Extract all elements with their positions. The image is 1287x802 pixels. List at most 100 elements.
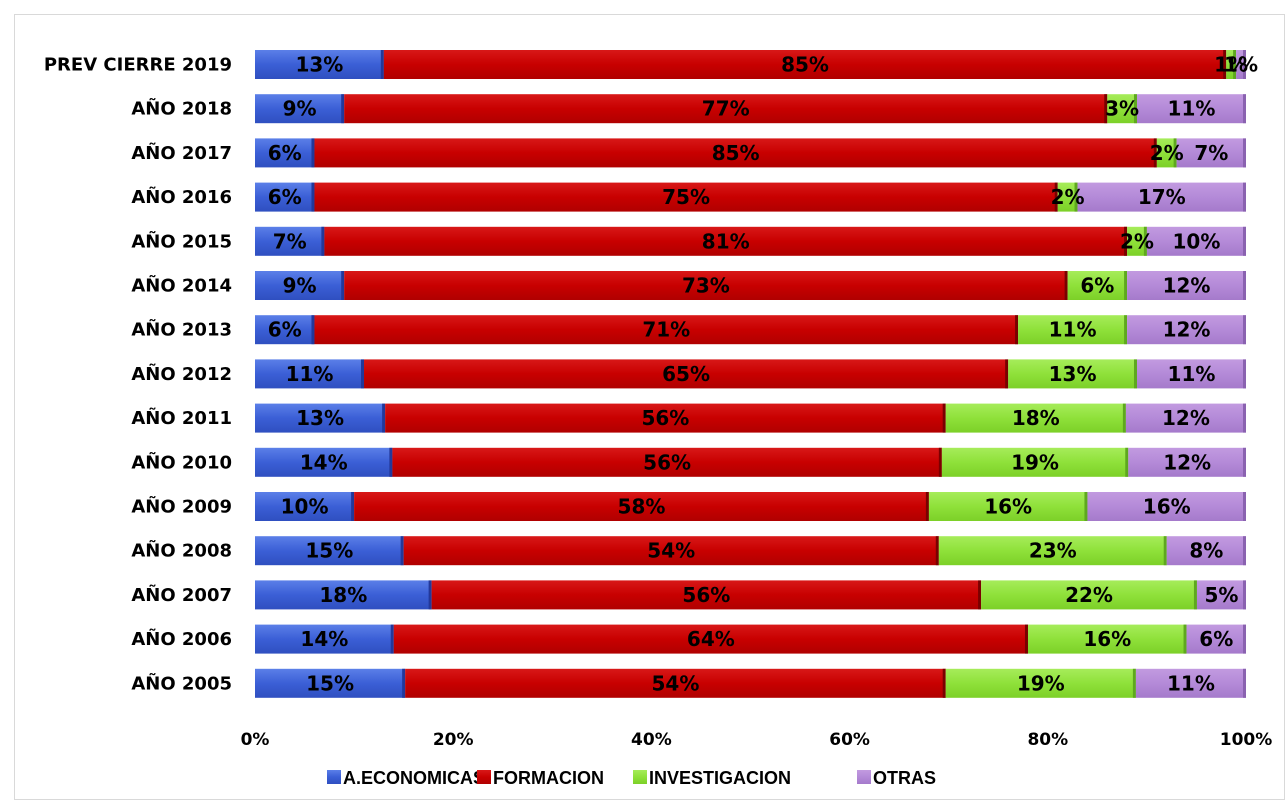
bar-edge-investigacion-año-2017 bbox=[1173, 138, 1177, 168]
data-label-formacion-año-2006: 64% bbox=[687, 627, 735, 651]
data-label-otras-año-2012: 11% bbox=[1168, 362, 1216, 386]
data-label-formacion-año-2007: 56% bbox=[682, 583, 730, 607]
bar-otras-año-2009 bbox=[1087, 492, 1246, 521]
bar-edge-otras-año-2017 bbox=[1243, 138, 1246, 168]
bar-edge-investigacion-prev-cierre-2019 bbox=[1233, 50, 1237, 79]
category-label-año-2010: AÑO 2010 bbox=[131, 450, 232, 473]
bar-edge-a-economicas-prev-cierre-2019 bbox=[380, 50, 384, 79]
bar-edge-formacion-año-2009 bbox=[925, 492, 929, 521]
data-label-a-economicas-año-2015: 7% bbox=[273, 229, 307, 253]
bar-edge-investigacion-año-2011 bbox=[1122, 403, 1126, 433]
bar-investigacion-año-2010 bbox=[941, 447, 1129, 477]
data-label-a-economicas-prev-cierre-2019: 13% bbox=[295, 53, 343, 77]
data-label-investigacion-año-2005: 19% bbox=[1017, 671, 1065, 695]
data-label-investigacion-año-2015: 2% bbox=[1120, 229, 1154, 253]
bar-edge-investigacion-año-2010 bbox=[1125, 447, 1129, 477]
bar-investigacion-año-2016 bbox=[1057, 182, 1078, 212]
bar-edge-formacion-año-2013 bbox=[1015, 315, 1019, 345]
bar-edge-otras-año-2018 bbox=[1243, 94, 1246, 124]
bar-a-economicas-prev-cierre-2019 bbox=[255, 50, 384, 79]
bar-edge-a-economicas-año-2013 bbox=[311, 315, 315, 345]
bar-otras-año-2008 bbox=[1166, 536, 1246, 566]
data-label-otras-año-2018: 11% bbox=[1168, 97, 1216, 121]
x-tick-label-5: 100% bbox=[1220, 730, 1273, 750]
category-label-año-2012: AÑO 2012 bbox=[131, 362, 232, 385]
data-label-formacion-año-2011: 56% bbox=[641, 406, 689, 430]
bar-investigacion-año-2007 bbox=[981, 580, 1197, 610]
bar-edge-investigacion-año-2014 bbox=[1124, 271, 1128, 300]
data-label-investigacion-año-2012: 13% bbox=[1049, 362, 1097, 386]
bar-edge-a-economicas-año-2005 bbox=[402, 668, 406, 698]
data-label-a-economicas-año-2006: 14% bbox=[300, 627, 348, 651]
bar-edge-otras-año-2005 bbox=[1243, 668, 1246, 698]
data-label-investigacion-año-2017: 2% bbox=[1150, 141, 1184, 165]
x-tick-label-2: 40% bbox=[631, 730, 672, 750]
legend-swatch-formacion bbox=[477, 770, 491, 784]
bar-investigacion-año-2006 bbox=[1027, 624, 1187, 654]
bar-edge-formacion-año-2010 bbox=[938, 447, 942, 477]
data-label-a-economicas-año-2018: 9% bbox=[283, 97, 317, 121]
bar-edge-formacion-año-2008 bbox=[935, 536, 939, 566]
bar-edge-a-economicas-año-2015 bbox=[321, 226, 325, 256]
bar-formacion-año-2007 bbox=[431, 580, 982, 610]
category-label-año-2013: AÑO 2013 bbox=[131, 318, 232, 341]
bar-a-economicas-año-2009 bbox=[255, 492, 355, 521]
bar-edge-a-economicas-año-2011 bbox=[382, 403, 386, 433]
data-label-investigacion-año-2009: 16% bbox=[984, 495, 1032, 519]
bar-formacion-año-2009 bbox=[354, 492, 929, 521]
bar-edge-otras-año-2016 bbox=[1243, 182, 1246, 212]
data-label-formacion-año-2016: 75% bbox=[662, 185, 710, 209]
bars-layer bbox=[255, 50, 1246, 698]
bar-investigacion-año-2013 bbox=[1018, 315, 1128, 345]
category-label-año-2008: AÑO 2008 bbox=[131, 539, 232, 562]
data-label-formacion-año-2014: 73% bbox=[682, 274, 730, 298]
bar-edge-otras-prev-cierre-2019 bbox=[1243, 50, 1246, 79]
data-label-otras-año-2015: 10% bbox=[1173, 229, 1221, 253]
data-label-a-economicas-año-2016: 6% bbox=[268, 185, 302, 209]
bar-otras-año-2014 bbox=[1127, 271, 1246, 300]
bar-formacion-año-2017 bbox=[314, 138, 1157, 168]
bar-edge-otras-año-2012 bbox=[1243, 359, 1246, 389]
bar-otras-año-2007 bbox=[1196, 580, 1246, 610]
bar-edge-investigacion-año-2012 bbox=[1133, 359, 1137, 389]
bar-a-economicas-año-2012 bbox=[255, 359, 365, 389]
bar-otras-año-2010 bbox=[1128, 447, 1246, 477]
legend-label-otras: OTRAS bbox=[873, 768, 936, 788]
data-label-investigacion-año-2014: 6% bbox=[1080, 274, 1114, 298]
bar-edge-a-economicas-año-2008 bbox=[400, 536, 404, 566]
data-label-a-economicas-año-2013: 6% bbox=[268, 318, 302, 342]
bar-edge-investigacion-año-2018 bbox=[1133, 94, 1137, 124]
bar-a-economicas-año-2016 bbox=[255, 182, 315, 212]
bar-edge-a-economicas-año-2009 bbox=[351, 492, 355, 521]
bar-investigacion-año-2008 bbox=[938, 536, 1167, 566]
bar-otras-año-2017 bbox=[1176, 138, 1246, 168]
legend-label-formacion: FORMACION bbox=[493, 768, 604, 788]
legend-swatch-otras bbox=[857, 770, 871, 784]
bar-edge-investigacion-año-2005 bbox=[1132, 668, 1136, 698]
bar-a-economicas-año-2006 bbox=[255, 624, 394, 654]
bar-a-economicas-año-2005 bbox=[255, 668, 406, 698]
data-label-formacion-año-2009: 58% bbox=[618, 495, 666, 519]
x-tick-label-1: 20% bbox=[433, 730, 474, 750]
bar-edge-otras-año-2010 bbox=[1243, 447, 1246, 477]
data-label-otras-año-2005: 11% bbox=[1167, 671, 1215, 695]
data-label-investigacion-año-2018: 3% bbox=[1105, 97, 1139, 121]
bar-edge-formacion-año-2015 bbox=[1124, 226, 1128, 256]
data-label-formacion-año-2018: 77% bbox=[702, 97, 750, 121]
bar-a-economicas-año-2011 bbox=[255, 403, 386, 433]
bar-otras-año-2018 bbox=[1136, 94, 1246, 124]
legend-swatch-investigacion bbox=[633, 770, 647, 784]
bar-edge-formacion-año-2012 bbox=[1005, 359, 1009, 389]
data-label-a-economicas-año-2009: 10% bbox=[281, 495, 329, 519]
bar-formacion-año-2013 bbox=[314, 315, 1019, 345]
data-label-investigacion-año-2016: 2% bbox=[1051, 185, 1085, 209]
bar-otras-año-2006 bbox=[1186, 624, 1246, 654]
data-label-investigacion-año-2008: 23% bbox=[1029, 539, 1077, 563]
legend-label-a-economicas: A.ECONOMICAS bbox=[343, 768, 485, 788]
bar-edge-a-economicas-año-2018 bbox=[341, 94, 345, 124]
data-label-a-economicas-año-2007: 18% bbox=[319, 583, 367, 607]
data-label-otras-año-2008: 8% bbox=[1189, 539, 1223, 563]
bar-a-economicas-año-2008 bbox=[255, 536, 404, 566]
data-label-otras-año-2014: 12% bbox=[1163, 274, 1211, 298]
bar-edge-investigacion-año-2016 bbox=[1074, 182, 1078, 212]
